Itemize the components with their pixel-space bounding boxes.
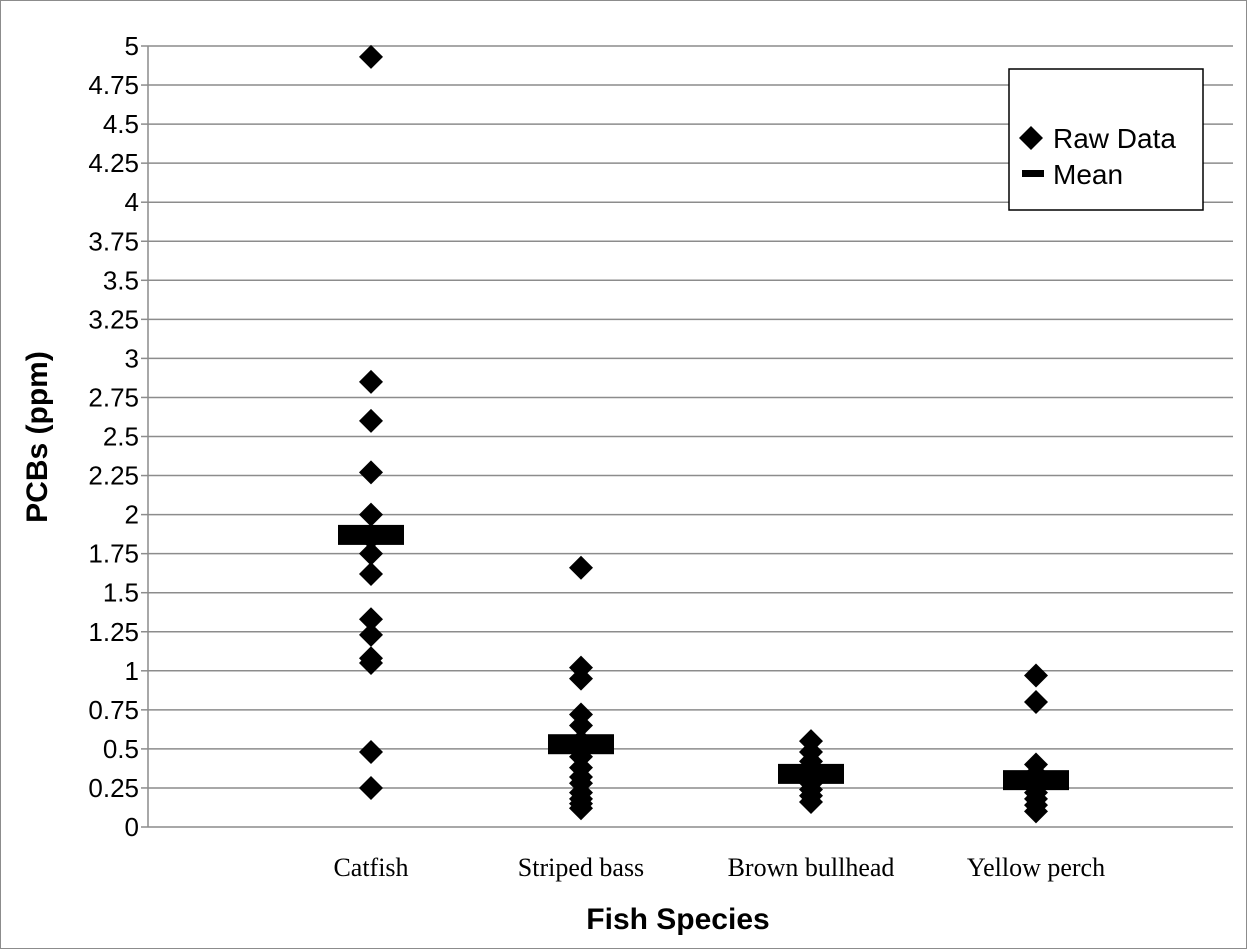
axes (141, 45, 1233, 828)
mean-marker (1003, 770, 1069, 791)
y-tick-label: 3 (125, 343, 139, 373)
raw-data-point (359, 408, 383, 433)
y-tick-label: 2.75 (88, 382, 139, 412)
raw-data-point (359, 460, 383, 485)
mean-marker (548, 734, 614, 755)
raw-data-points (359, 44, 1048, 824)
y-tick-label: 5 (125, 31, 139, 61)
y-tick-label: 0 (125, 812, 139, 842)
x-axis-title: Fish Species (586, 903, 769, 936)
raw-data-point (359, 650, 383, 675)
y-tick-label: 3.25 (88, 304, 139, 334)
y-tick-label: 0.5 (103, 734, 139, 764)
raw-data-point (569, 713, 593, 738)
y-tick-labels: 0 0.25 0.5 0.75 1 1.25 1.5 1.75 2 2.25 2.5 2.75 3 3.2… (88, 31, 139, 842)
raw-data-point (569, 666, 593, 691)
mean-marker (338, 524, 404, 545)
raw-data-point (359, 44, 383, 69)
y-tick-label: 4.5 (103, 109, 139, 139)
raw-data-point (1024, 799, 1048, 824)
raw-data-point (359, 502, 383, 527)
mean-marker (778, 763, 844, 784)
y-tick-label: 4.75 (88, 70, 139, 100)
legend-raw-data-label: Raw Data (1053, 123, 1176, 154)
raw-data-point (1024, 690, 1048, 715)
y-tick-label: 2.25 (88, 461, 139, 491)
raw-data-point (359, 622, 383, 647)
raw-data-point (359, 541, 383, 566)
raw-data-point (359, 607, 383, 632)
y-tick-label: 2 (125, 500, 139, 530)
raw-data-point (359, 561, 383, 586)
raw-data-point (1024, 663, 1048, 688)
legend-raw-data-marker (1019, 126, 1043, 150)
y-tick-label: 0.25 (88, 773, 139, 803)
mean-markers (338, 524, 1069, 791)
y-tick-label: 2.5 (103, 422, 139, 452)
y-tick-label: 3.5 (103, 265, 139, 295)
legend-mean-label: Mean (1053, 159, 1123, 190)
y-tick-label: 3.75 (88, 226, 139, 256)
y-tick-label: 1.75 (88, 539, 139, 569)
y-tick-label: 1.25 (88, 617, 139, 647)
legend-mean-marker (1022, 170, 1044, 177)
x-category-labels: Catfish Striped bass Brown bullhead Yellow … (333, 853, 1105, 882)
raw-data-point (569, 555, 593, 580)
y-tick-label: 4.25 (88, 148, 139, 178)
y-tick-label: 0.75 (88, 695, 139, 725)
raw-data-point (569, 796, 593, 821)
raw-data-point (799, 790, 823, 815)
y-tick-label: 4 (125, 187, 139, 217)
y-tick-label: 1.5 (103, 578, 139, 608)
raw-data-point (359, 775, 383, 800)
y-axis-title: PCBs (ppm) (21, 351, 54, 523)
legend: Raw Data Mean (1008, 68, 1204, 211)
y-tick-label: 1 (125, 656, 139, 686)
x-category-label: Striped bass (518, 853, 644, 882)
x-category-label: Catfish (333, 853, 408, 882)
raw-data-point (359, 369, 383, 394)
x-category-label: Yellow perch (967, 853, 1105, 882)
x-category-label: Brown bullhead (728, 853, 895, 882)
gridlines (148, 45, 1233, 789)
raw-data-point (359, 740, 383, 765)
